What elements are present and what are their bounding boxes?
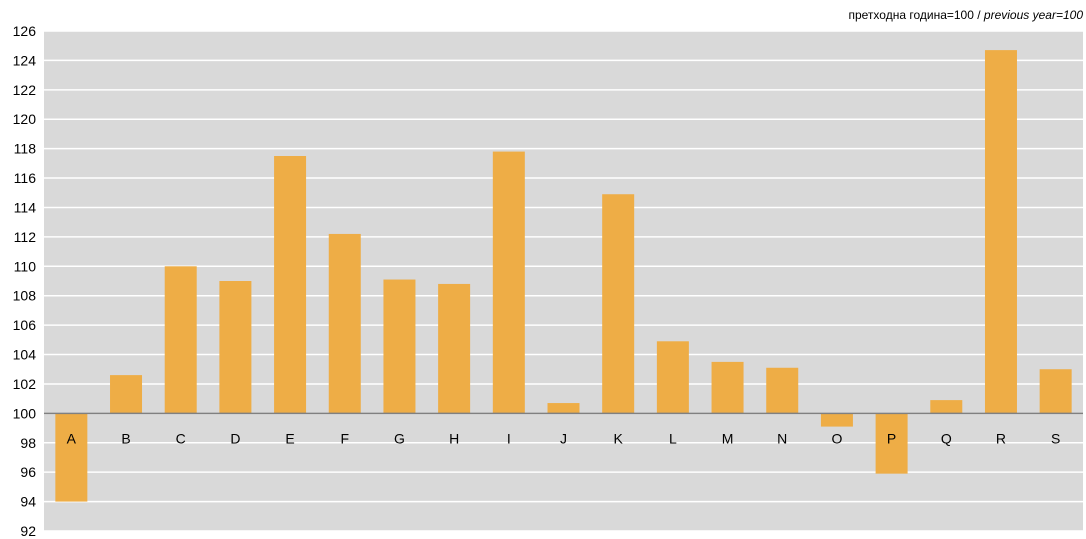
bar-L: [656, 341, 689, 414]
y-tick-label: 92: [20, 523, 36, 539]
bar-O: [820, 413, 853, 427]
x-tick-label-L: L: [669, 430, 677, 446]
y-tick-label: 114: [14, 199, 37, 215]
bar-P: [875, 413, 908, 474]
y-tick-label: 108: [13, 288, 37, 304]
x-tick-label-K: K: [614, 430, 624, 446]
x-tick-label-J: J: [560, 430, 567, 446]
y-axis: 92 94 96 98 100 102 104 106 108 110 112 114 116 118 12…: [13, 23, 37, 539]
x-axis-labels: A B C D E F G H I J K L M N O P Q R S: [67, 430, 1061, 446]
x-tick-label-A: A: [67, 430, 77, 446]
bar-A: [55, 413, 88, 502]
y-tick-label: 116: [14, 170, 37, 186]
y-tick-label: 94: [20, 494, 36, 510]
plot-background: [44, 31, 1083, 531]
x-tick-label-Q: Q: [941, 430, 952, 446]
chart-note: претходна година=100 / previous year=100: [848, 8, 1083, 22]
y-tick-label: 122: [13, 82, 37, 98]
x-tick-label-I: I: [507, 430, 511, 446]
bar-S: [1039, 369, 1072, 414]
bar-F: [328, 233, 361, 414]
bar-N: [766, 367, 799, 414]
bar-D: [219, 281, 252, 414]
x-tick-label-E: E: [285, 430, 294, 446]
y-tick-label: 118: [14, 141, 37, 157]
x-tick-label-N: N: [777, 430, 787, 446]
bar-J: [547, 403, 580, 414]
note-english: previous year=100: [983, 8, 1083, 22]
x-tick-label-P: P: [887, 430, 896, 446]
x-tick-label-C: C: [176, 430, 186, 446]
bar-H: [438, 283, 471, 414]
y-tick-label: 100: [13, 405, 37, 421]
y-tick-label: 120: [13, 111, 37, 127]
y-tick-label: 110: [14, 258, 37, 274]
x-tick-label-G: G: [394, 430, 405, 446]
x-tick-label-F: F: [340, 430, 349, 446]
bar-I: [492, 151, 525, 414]
note-separator: /: [973, 8, 984, 22]
x-tick-label-O: O: [831, 430, 842, 446]
bar-M: [711, 361, 744, 414]
bars: [55, 50, 1072, 502]
bar-Q: [930, 400, 963, 414]
y-tick-label: 112: [14, 229, 37, 245]
note-local: претходна година=100: [848, 8, 974, 22]
x-tick-label-R: R: [996, 430, 1006, 446]
bar-E: [274, 156, 307, 414]
y-tick-label: 102: [13, 376, 37, 392]
y-tick-label: 126: [13, 23, 37, 39]
y-tick-label: 98: [20, 435, 36, 451]
x-tick-label-D: D: [230, 430, 240, 446]
bar-C: [164, 266, 197, 414]
gridlines: [44, 30, 1083, 532]
bar-G: [383, 279, 416, 414]
x-tick-label-H: H: [449, 430, 459, 446]
x-tick-label-M: M: [722, 430, 734, 446]
bar-R: [984, 50, 1017, 414]
y-tick-label: 104: [13, 347, 37, 363]
x-tick-label-B: B: [121, 430, 130, 446]
y-tick-label: 106: [13, 317, 37, 333]
y-tick-label: 96: [20, 464, 36, 480]
bar-K: [602, 194, 635, 414]
x-tick-label-S: S: [1051, 430, 1060, 446]
y-tick-label: 124: [13, 52, 37, 68]
bar-B: [110, 375, 143, 414]
